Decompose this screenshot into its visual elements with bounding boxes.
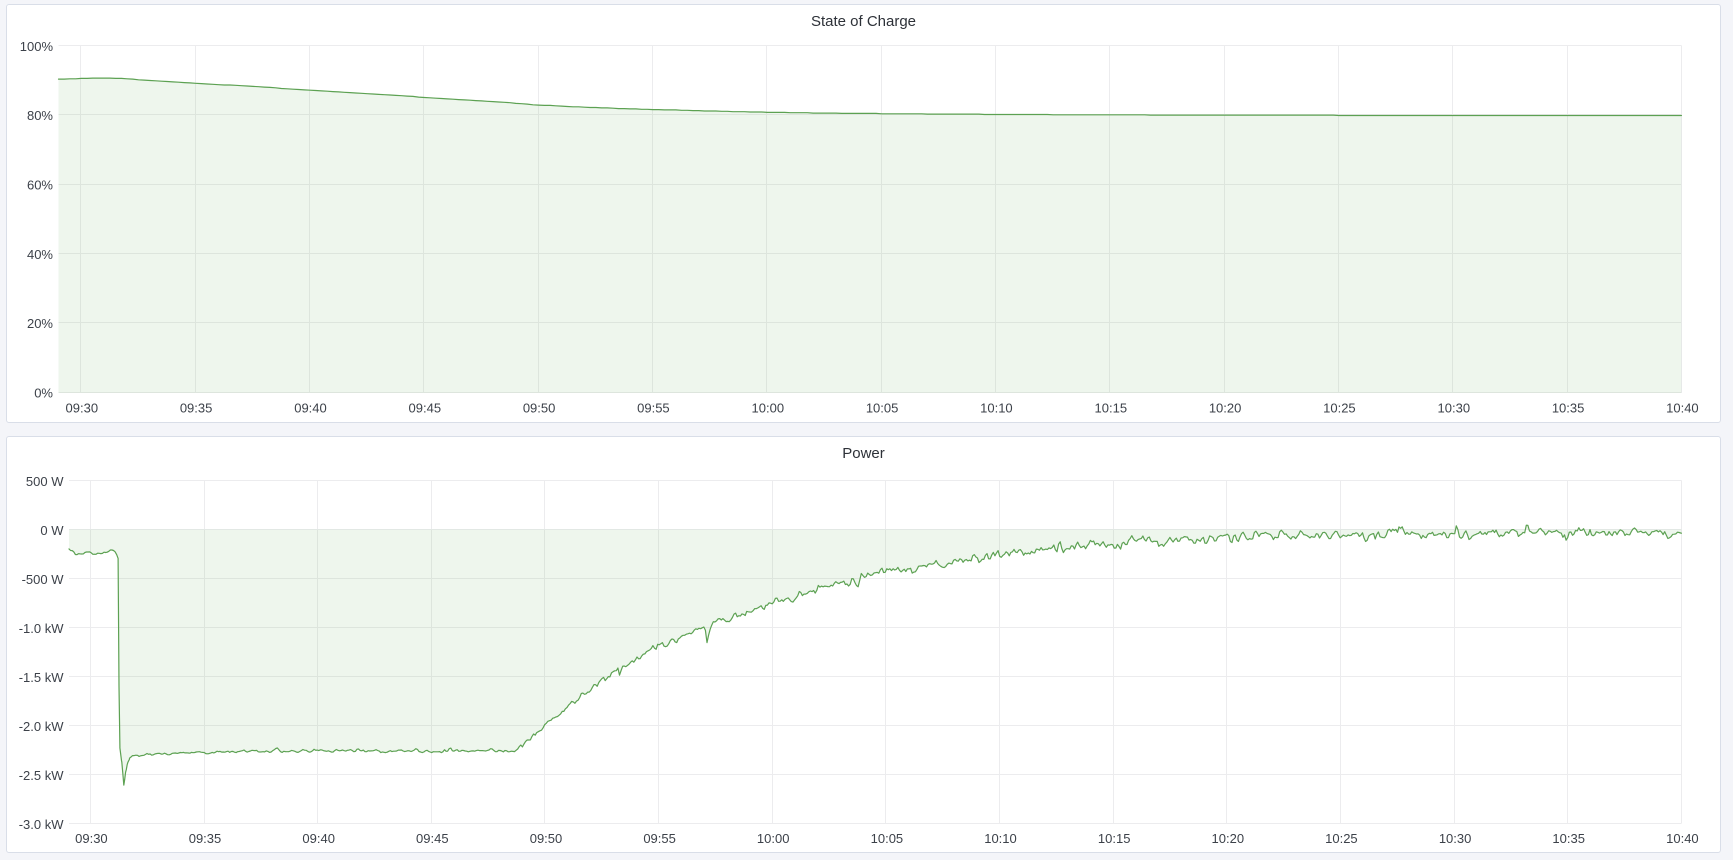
svg-text:10:40: 10:40 <box>1666 400 1699 415</box>
svg-text:10:00: 10:00 <box>752 400 785 415</box>
svg-text:40%: 40% <box>27 247 53 262</box>
svg-text:20%: 20% <box>27 316 53 331</box>
svg-text:500 W: 500 W <box>26 474 64 489</box>
svg-text:09:45: 09:45 <box>409 400 442 415</box>
svg-text:09:35: 09:35 <box>180 400 213 415</box>
svg-text:10:40: 10:40 <box>1666 831 1699 846</box>
svg-text:-2.5 kW: -2.5 kW <box>19 768 65 783</box>
svg-text:-3.0 kW: -3.0 kW <box>19 817 65 832</box>
svg-text:10:10: 10:10 <box>980 400 1013 415</box>
svg-text:10:15: 10:15 <box>1098 831 1131 846</box>
svg-text:0%: 0% <box>34 385 53 400</box>
svg-text:10:25: 10:25 <box>1325 831 1358 846</box>
svg-text:10:05: 10:05 <box>866 400 899 415</box>
svg-text:100%: 100% <box>20 39 54 54</box>
svg-text:10:35: 10:35 <box>1552 831 1585 846</box>
svg-text:60%: 60% <box>27 178 53 193</box>
svg-text:10:20: 10:20 <box>1212 831 1245 846</box>
svg-text:-1.5 kW: -1.5 kW <box>19 670 65 685</box>
svg-text:80%: 80% <box>27 108 53 123</box>
svg-text:10:10: 10:10 <box>984 831 1017 846</box>
svg-text:09:35: 09:35 <box>189 831 222 846</box>
svg-text:10:30: 10:30 <box>1438 400 1471 415</box>
svg-text:10:20: 10:20 <box>1209 400 1242 415</box>
svg-text:09:40: 09:40 <box>294 400 327 415</box>
svg-text:09:40: 09:40 <box>302 831 335 846</box>
svg-text:10:00: 10:00 <box>757 831 790 846</box>
svg-text:10:15: 10:15 <box>1095 400 1128 415</box>
svg-text:10:30: 10:30 <box>1439 831 1472 846</box>
svg-text:09:55: 09:55 <box>643 831 676 846</box>
svg-text:10:35: 10:35 <box>1552 400 1585 415</box>
svg-text:09:50: 09:50 <box>523 400 556 415</box>
svg-text:09:55: 09:55 <box>637 400 670 415</box>
svg-text:09:50: 09:50 <box>530 831 563 846</box>
svg-text:09:30: 09:30 <box>66 400 99 415</box>
svg-text:0 W: 0 W <box>40 523 64 538</box>
svg-text:-2.0 kW: -2.0 kW <box>19 719 65 734</box>
svg-text:09:30: 09:30 <box>75 831 108 846</box>
svg-text:10:05: 10:05 <box>871 831 904 846</box>
svg-text:09:45: 09:45 <box>416 831 449 846</box>
svg-text:-1.0 kW: -1.0 kW <box>19 621 65 636</box>
svg-text:10:25: 10:25 <box>1323 400 1356 415</box>
svg-text:-500 W: -500 W <box>22 572 65 587</box>
